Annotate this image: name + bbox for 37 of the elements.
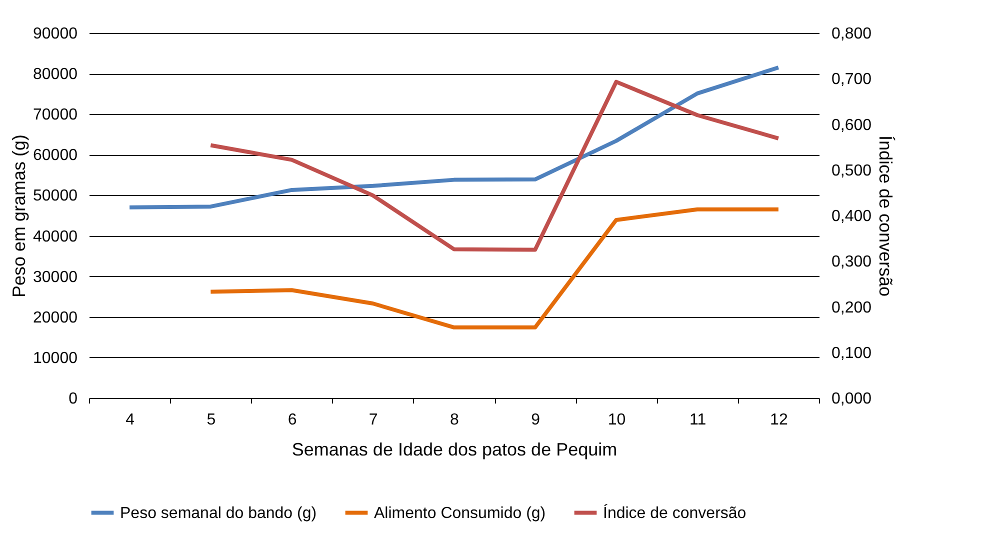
y-tick-label: 80000 <box>33 66 78 84</box>
line-series <box>208 80 780 252</box>
x-tick-label: 11 <box>690 412 706 428</box>
x-tick-label: 7 <box>368 412 378 428</box>
y-tick-label: 40000 <box>33 228 78 246</box>
y2-tick-label: 0,100 <box>832 344 872 362</box>
x-tick-label: 12 <box>770 412 788 428</box>
x-axis-title: Semanas de Idade dos patos de Pequim <box>292 440 618 460</box>
line-series <box>128 65 780 210</box>
y2-axis-title: Índice de conversão <box>876 135 896 297</box>
y-axis-title: Peso em gramas (g) <box>9 134 30 298</box>
y2-tick-label: 0,800 <box>832 26 872 42</box>
y2-tick-label: 0,000 <box>832 390 872 408</box>
legend-label: Alimento Consumido (g) <box>374 504 546 522</box>
y2-tick-label: 0,400 <box>832 208 872 225</box>
y-tick-label: 30000 <box>33 268 78 286</box>
x-tick-label: 10 <box>608 412 626 428</box>
x-tick-label: 6 <box>288 412 297 428</box>
x-tick-label: 9 <box>531 412 540 428</box>
y-tick-label: 60000 <box>33 147 78 164</box>
legend-label: Índice de conversão <box>603 504 746 522</box>
legend-label: Peso semanal do bando (g) <box>120 504 317 522</box>
line-series <box>208 207 780 330</box>
y2-tick-label: 0,700 <box>832 71 872 88</box>
y-tick-label: 50000 <box>33 188 78 205</box>
y-tick-label: 10000 <box>33 350 78 367</box>
y-tick-label: 20000 <box>33 309 78 326</box>
x-tick-label: 4 <box>126 412 135 428</box>
y2-tick-label: 0,600 <box>832 116 872 134</box>
y-tick-label: 90000 <box>33 26 78 42</box>
y-tick-label: 0 <box>68 390 78 408</box>
y2-tick-label: 0,200 <box>832 299 872 316</box>
y2-tick-label: 0,500 <box>832 162 872 180</box>
y2-tick-label: 0,300 <box>832 254 872 271</box>
y-tick-label: 70000 <box>33 106 78 124</box>
x-tick-label: 5 <box>206 412 216 428</box>
x-tick-label: 8 <box>450 412 460 428</box>
